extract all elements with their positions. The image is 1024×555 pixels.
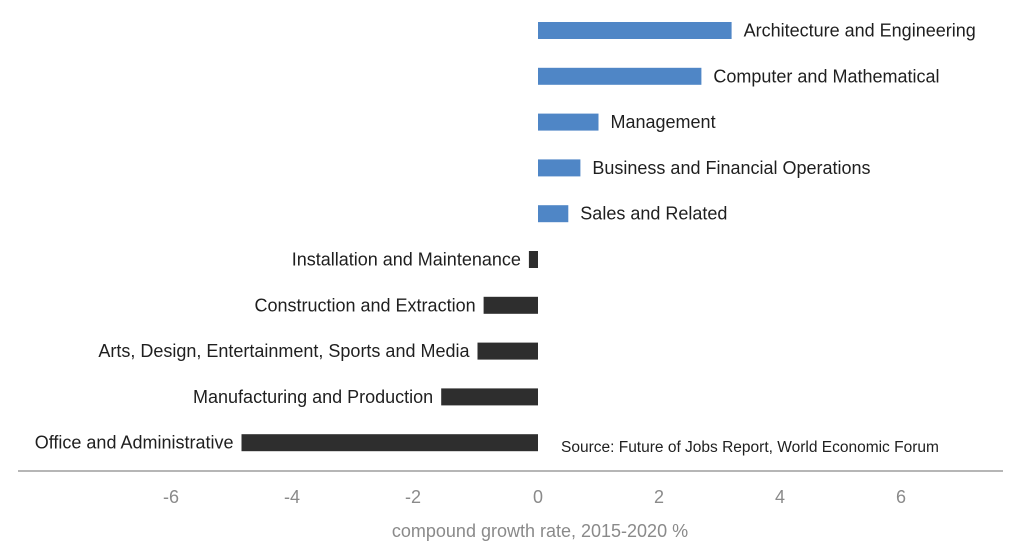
bar [538,67,702,85]
category-label: Construction and Extraction [254,295,475,315]
x-tick-label: -4 [284,487,300,507]
x-axis-title: compound growth rate, 2015-2020 % [392,521,688,541]
category-label: Architecture and Engineering [744,21,976,41]
x-tick-label: 2 [654,487,664,507]
x-tick-label: 6 [896,487,906,507]
bar [528,251,538,268]
x-tick-labels-group: -6 -4 -2 0 2 4 6 [163,487,906,507]
bar [538,159,581,177]
category-labels-group: Architecture and Engineering Computer and… [35,21,976,453]
category-label: Installation and Maintenance [292,250,521,270]
category-label: Office and Administrative [35,433,234,453]
bar [477,342,538,360]
x-tick-label: -6 [163,487,179,507]
bars-group [241,22,732,452]
bar [441,388,538,406]
bar [538,22,732,39]
category-label: Computer and Mathematical [713,66,939,86]
bar [483,296,538,314]
bar [538,205,569,223]
x-tick-label: 0 [533,487,543,507]
bar [538,113,599,131]
category-label: Management [611,112,716,132]
x-tick-label: 4 [775,487,785,507]
bar [241,434,538,452]
source-note: Source: Future of Jobs Report, World Eco… [561,439,939,456]
category-label: Sales and Related [580,204,727,224]
category-label: Arts, Design, Entertainment, Sports and … [98,341,470,361]
category-label: Manufacturing and Production [193,387,433,407]
x-tick-label: -2 [405,487,421,507]
category-label: Business and Financial Operations [592,158,870,178]
